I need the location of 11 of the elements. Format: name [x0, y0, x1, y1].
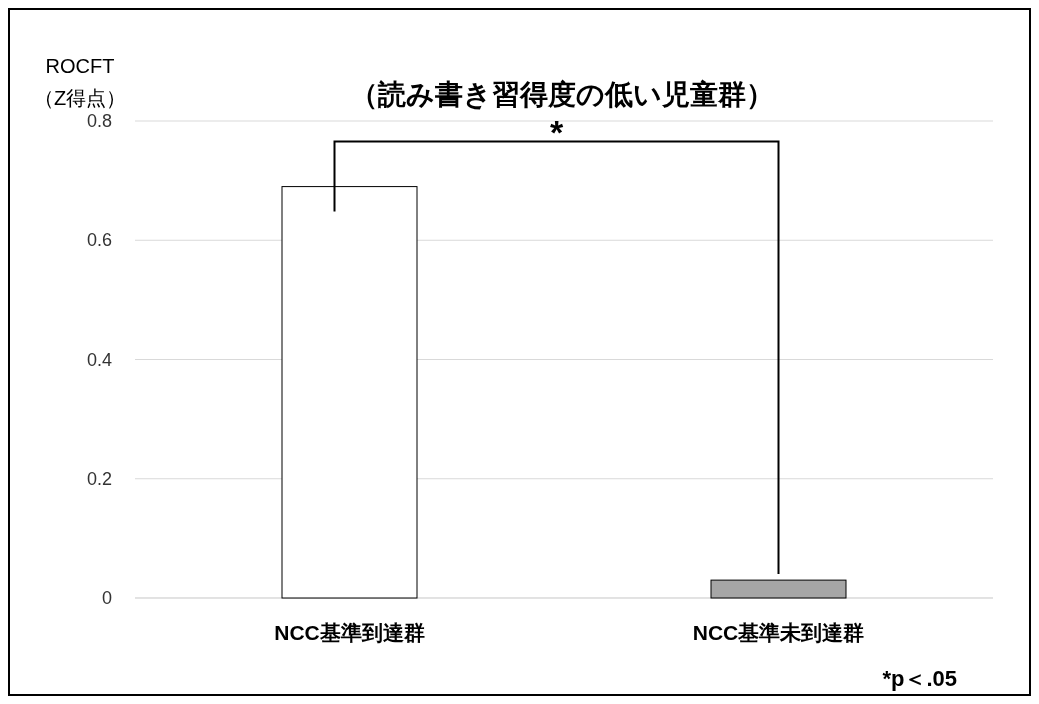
y-tick-label: 0.2: [86, 468, 112, 489]
chart-title: （読み書き習得度の低い児童群）: [350, 79, 774, 110]
x-tick-label: NCC基準未到達群: [692, 621, 865, 644]
y-tick-label: 0.4: [86, 349, 112, 370]
y-tick-label: 0.8: [86, 111, 112, 131]
y-axis-title: ROCFT （Z得点）: [33, 55, 127, 109]
text: *p＜.05: [882, 666, 957, 691]
annotation: *: [549, 112, 564, 151]
x-tick-label: NCC基準到達群: [274, 621, 425, 644]
y-tick-label: 0.6: [86, 230, 112, 251]
y-tick-label: 0: [101, 588, 112, 608]
